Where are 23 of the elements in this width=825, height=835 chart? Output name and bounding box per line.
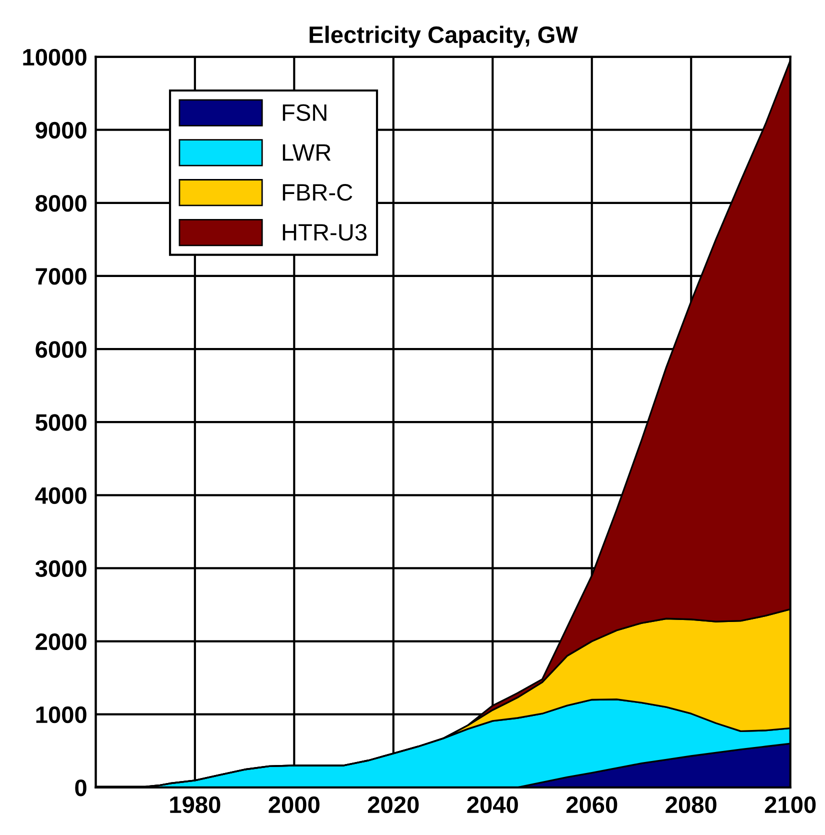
x-tick-label: 1980 — [170, 796, 220, 814]
y-tick-label: 0 — [75, 779, 86, 796]
legend-label: FSN — [282, 104, 326, 121]
y-tick-label: 3000 — [35, 560, 86, 578]
x-tick-label: 2020 — [368, 796, 419, 814]
x-tick-label: 2100 — [764, 796, 816, 814]
y-tick-label: 9000 — [36, 122, 86, 139]
y-tick-label: 2000 — [36, 633, 86, 650]
x-tick-label: 2000 — [268, 796, 320, 814]
y-tick-label: 4000 — [35, 487, 86, 504]
x-tick-label: 2080 — [666, 796, 716, 814]
legend-label: HTR-U3 — [282, 224, 367, 241]
y-tick-label: 1000 — [36, 706, 86, 724]
y-tick-label: 7000 — [36, 268, 86, 285]
legend-label: FBR-C — [282, 184, 352, 201]
y-tick-label: 10000 — [23, 48, 86, 66]
x-tick-label: 2060 — [566, 796, 618, 814]
y-tick-label: 8000 — [36, 194, 86, 212]
y-tick-label: 5000 — [36, 414, 86, 431]
x-tick-label: 2040 — [467, 796, 518, 814]
legend-label: LWR — [282, 144, 331, 161]
chart-title: Electricity Capacity, GW — [310, 26, 578, 48]
y-tick-label: 6000 — [36, 341, 86, 358]
